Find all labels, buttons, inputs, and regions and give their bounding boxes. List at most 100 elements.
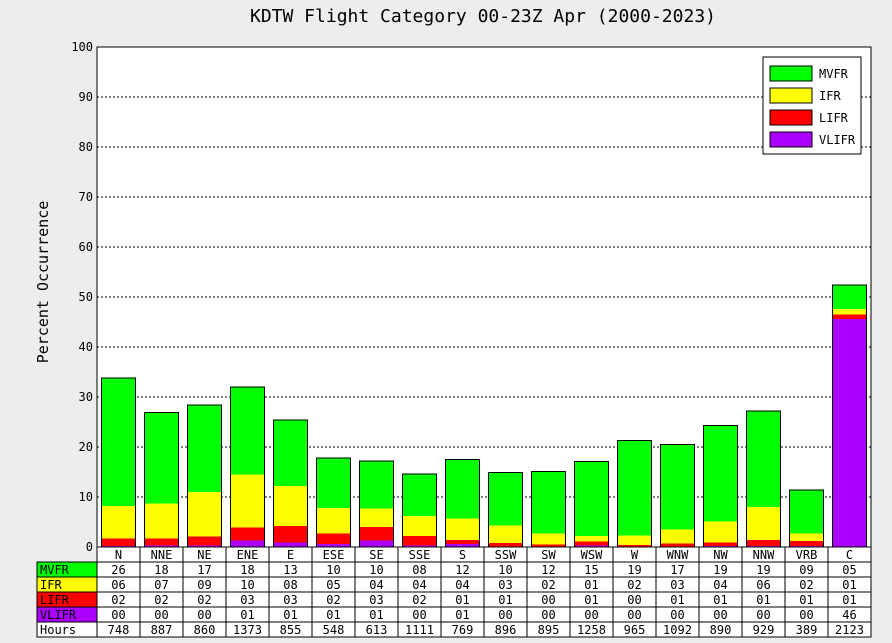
table-cell-value: 00 xyxy=(670,608,684,622)
bar-mvfr-se xyxy=(359,461,394,509)
table-cell-value: 2123 xyxy=(835,623,864,637)
y-tick-label: 100 xyxy=(71,40,93,54)
grid-lines xyxy=(97,96,871,498)
bar-mvfr-wnw xyxy=(660,444,695,530)
bar-ifr-s xyxy=(445,518,480,540)
table-row-label: LIFR xyxy=(40,593,70,607)
table-cell-value: 01 xyxy=(799,593,813,607)
y-axis-label: Percent Occurrence xyxy=(34,201,52,364)
table-cell-value: 07 xyxy=(154,578,168,592)
table-cell-value: 1111 xyxy=(405,623,434,637)
table-cell-value: 00 xyxy=(541,608,555,622)
y-tick-label: 80 xyxy=(79,140,93,154)
table-cell-value: 19 xyxy=(627,563,641,577)
y-axis-ticks: 0 10 20 30 40 50 60 70 80 90 100 xyxy=(71,40,93,554)
bar-ifr-nnw xyxy=(746,507,781,540)
table-cell-value: 896 xyxy=(495,623,517,637)
bar-vlifr-ese xyxy=(316,544,351,547)
table-row-label: MVFR xyxy=(40,563,70,577)
y-tick-label: 90 xyxy=(79,90,93,104)
table-cell-value: 03 xyxy=(240,593,254,607)
table-cell-value: 769 xyxy=(452,623,474,637)
table-cell-value: 03 xyxy=(670,578,684,592)
bar-vlifr-s xyxy=(445,544,480,547)
bar-ifr-n xyxy=(101,506,136,539)
table-cell-value: 01 xyxy=(455,608,469,622)
bar-lifr-nne xyxy=(144,538,179,546)
bar-mvfr-w xyxy=(617,440,652,536)
table-cell-value: 00 xyxy=(111,608,125,622)
table-cell-value: 01 xyxy=(670,593,684,607)
bar-lifr-s xyxy=(445,540,480,544)
bar-lifr-vrb xyxy=(789,541,824,546)
bar-ifr-ne xyxy=(187,492,222,537)
table-cell-value: 18 xyxy=(154,563,168,577)
table-cell-value: 01 xyxy=(455,593,469,607)
bar-mvfr-n xyxy=(101,378,136,506)
bar-ifr-se xyxy=(359,508,394,527)
category-label: SE xyxy=(369,548,383,562)
table-cell-value: 18 xyxy=(240,563,254,577)
table-cell-value: 46 xyxy=(842,608,856,622)
table-cell-value: 00 xyxy=(498,608,512,622)
table-cell-value: 00 xyxy=(756,608,770,622)
legend-swatch-vlifr xyxy=(769,131,813,148)
bar-ifr-e xyxy=(273,486,308,526)
bar-mvfr-nne xyxy=(144,412,179,504)
table-cell-value: 19 xyxy=(713,563,727,577)
table-cell-value: 548 xyxy=(323,623,345,637)
bar-mvfr-ene xyxy=(230,387,265,475)
bar-lifr-e xyxy=(273,526,308,543)
table-cell-value: 17 xyxy=(670,563,684,577)
bar-mvfr-nnw xyxy=(746,411,781,507)
table-cell-value: 04 xyxy=(455,578,469,592)
chart-title: KDTW Flight Category 00-23Z Apr (2000-20… xyxy=(250,6,716,27)
category-label: S xyxy=(459,548,466,562)
bar-ifr-w xyxy=(617,535,652,545)
bar-ifr-ese xyxy=(316,508,351,534)
table-cell-value: 887 xyxy=(151,623,173,637)
category-label: WSW xyxy=(581,548,603,562)
bar-mvfr-c xyxy=(832,285,867,309)
bar-stacks xyxy=(101,284,867,548)
table-cell-value: 03 xyxy=(498,578,512,592)
bar-lifr-ne xyxy=(187,536,222,546)
bar-vlifr-c xyxy=(832,319,867,547)
table-cell-value: 09 xyxy=(799,563,813,577)
table-cell-value: 02 xyxy=(541,578,555,592)
table-cell-value: 1092 xyxy=(663,623,692,637)
table-cell-value: 04 xyxy=(412,578,426,592)
table-cell-value: 00 xyxy=(584,608,598,622)
bar-vlifr-e xyxy=(273,542,308,547)
legend-swatch-ifr xyxy=(769,87,813,104)
category-label: NNE xyxy=(151,548,173,562)
table-cell-value: 01 xyxy=(326,608,340,622)
table-cell-value: 12 xyxy=(455,563,469,577)
table-cell-value: 02 xyxy=(326,593,340,607)
data-table: N NNE NE ENE E ESE SE SSE S SSW SW WSW W WNW NW NNW VRB C… xyxy=(36,546,872,638)
bar-lifr-nw xyxy=(703,542,738,546)
y-tick-label: 40 xyxy=(79,340,93,354)
bar-lifr-se xyxy=(359,527,394,541)
table-cell-value: 08 xyxy=(283,578,297,592)
category-label: C xyxy=(846,548,853,562)
table-cell-value: 00 xyxy=(197,608,211,622)
legend-label-lifr: LIFR xyxy=(819,111,849,125)
category-label: NNW xyxy=(753,548,775,562)
table-cell-value: 08 xyxy=(412,563,426,577)
bar-ifr-ssw xyxy=(488,525,523,543)
table-cell-value: 10 xyxy=(326,563,340,577)
legend: MVFR IFR LIFR VLIFR xyxy=(762,56,862,155)
category-label: WNW xyxy=(667,548,689,562)
bar-mvfr-ese xyxy=(316,458,351,508)
table-row-label: VLIFR xyxy=(40,608,77,622)
bar-mvfr-ne xyxy=(187,405,222,492)
table-cell-value: 26 xyxy=(111,563,125,577)
y-tick-label: 20 xyxy=(79,440,93,454)
y-tick-label: 60 xyxy=(79,240,93,254)
table-cell-value: 389 xyxy=(796,623,818,637)
table-cell-value: 19 xyxy=(756,563,770,577)
table-cell-value: 02 xyxy=(799,578,813,592)
table-cell-value: 01 xyxy=(756,593,770,607)
table-cell-value: 748 xyxy=(108,623,130,637)
